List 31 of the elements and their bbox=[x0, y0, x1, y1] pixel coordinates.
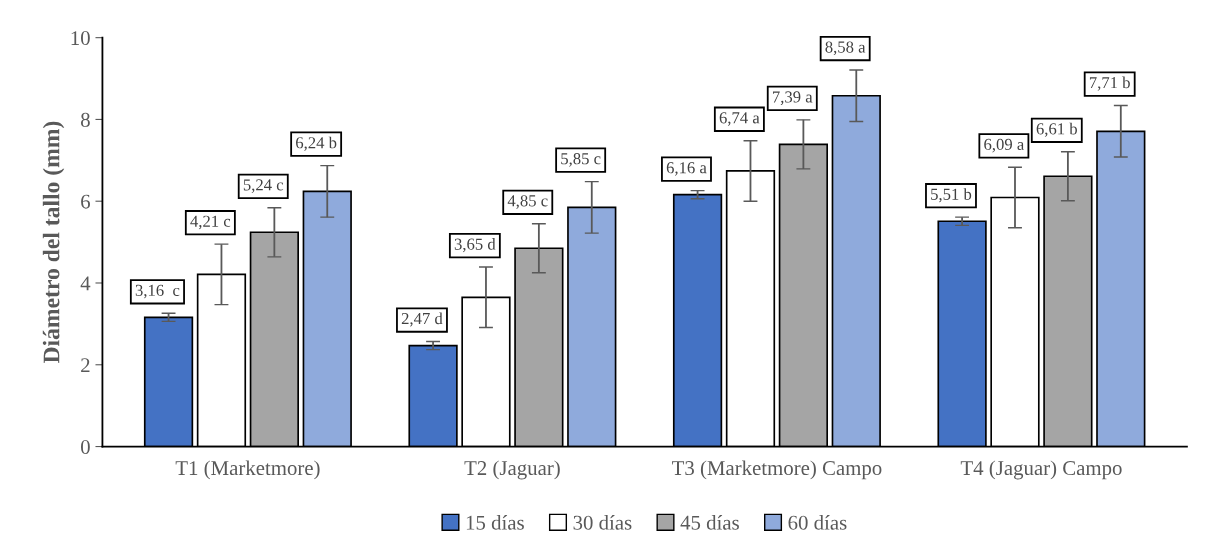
x-tick-label: T4 (Jaguar) Campo bbox=[960, 460, 1122, 480]
legend-label: 30 días bbox=[573, 515, 632, 530]
data-label: 5,85 c bbox=[561, 153, 601, 167]
data-label: 4,85 c bbox=[507, 195, 548, 209]
y-axis-title: Diámetro del tallo (mm) bbox=[42, 121, 65, 364]
y-tick-label: 10 bbox=[71, 31, 90, 46]
data-label: 6,24 b bbox=[296, 136, 337, 151]
x-tick-label: T3 (Marketmore) Campo bbox=[672, 460, 882, 480]
data-label: 6,09 a bbox=[984, 138, 1025, 153]
data-label: 7,71 b bbox=[1089, 76, 1130, 91]
data-label: 6,74 a bbox=[719, 112, 760, 126]
legend-label: 15 días bbox=[466, 515, 524, 530]
data-label: 3,65 d bbox=[454, 238, 496, 253]
data-label: 7,39 a bbox=[773, 91, 813, 105]
y-tick-label: 6 bbox=[81, 194, 90, 209]
y-tick-label: 2 bbox=[81, 358, 90, 372]
y-tick-label: 0 bbox=[81, 439, 90, 454]
data-label: 2,47 d bbox=[401, 312, 443, 327]
data-label: 6,16 a bbox=[666, 162, 707, 176]
data-label: 8,58 a bbox=[825, 41, 866, 56]
data-label: 6,61 b bbox=[1036, 122, 1077, 137]
x-tick-label: T2 (Jaguar) bbox=[464, 460, 560, 480]
data-label: 4,21 c bbox=[190, 215, 231, 230]
y-tick-label: 8 bbox=[81, 112, 90, 127]
y-tick-label: 4 bbox=[80, 276, 91, 291]
data-label: 5,24 c bbox=[243, 179, 284, 193]
legend-label: 60 días bbox=[788, 515, 847, 530]
legend-label: 45 días bbox=[680, 515, 739, 530]
x-tick-label: T1 (Marketmore) bbox=[175, 460, 320, 480]
data-label: 5,51 b bbox=[931, 188, 972, 203]
data-label: 3,16 c bbox=[135, 284, 180, 299]
